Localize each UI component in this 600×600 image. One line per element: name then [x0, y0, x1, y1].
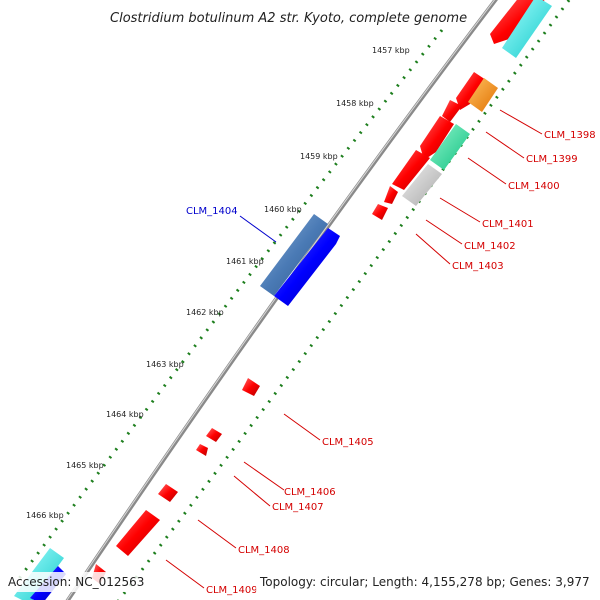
leader-line: [233, 475, 271, 507]
gene-label-leaders: [165, 109, 543, 589]
gene-label[interactable]: CLM_1399: [526, 154, 578, 165]
leader-line: [439, 197, 481, 223]
leader-line: [165, 559, 205, 589]
map-title: Clostridium botulinum A2 str. Kyoto, com…: [110, 11, 467, 26]
gene-feature-red[interactable]: [242, 378, 260, 396]
gene-label[interactable]: CLM_1400: [508, 181, 560, 192]
accession-label: Accession: NC_012563: [8, 575, 144, 589]
gene-feature-red[interactable]: [158, 484, 178, 502]
gene-feature-cyan[interactable]: [502, 0, 552, 58]
outer-tick-track: [16, 29, 444, 581]
footer-summary-bg: [256, 572, 594, 592]
tick-label: 1460 kbp: [264, 205, 302, 214]
leader-line: [197, 519, 237, 549]
leader-line: [467, 157, 507, 185]
tick-label: 1462 kbp: [186, 308, 224, 317]
inner-tick-track: [117, 0, 571, 600]
gene-feature-red[interactable]: [116, 510, 160, 556]
tick-label: 1465 kbp: [66, 461, 104, 470]
leader-line: [499, 109, 543, 135]
gene-feature-steel[interactable]: [260, 214, 328, 296]
tick-label: 1463 kbp: [146, 360, 184, 369]
gene-feature-orange[interactable]: [468, 78, 498, 112]
gene-feature-red[interactable]: [456, 72, 486, 110]
gene-feature-red[interactable]: [196, 444, 208, 456]
tick-labels: 1457 kbp 1458 kbp 1459 kbp 1460 kbp 1461…: [26, 46, 410, 520]
tick-label: 1466 kbp: [26, 511, 64, 520]
gene-label[interactable]: CLM_1404: [186, 206, 238, 217]
footer-accession-bg: [4, 572, 146, 592]
gene-label[interactable]: CLM_1407: [272, 502, 324, 513]
tick-label: 1464 kbp: [106, 410, 144, 419]
leader-line: [243, 461, 285, 491]
tick-label: 1459 kbp: [300, 152, 338, 161]
gene-label[interactable]: CLM_1405: [322, 437, 374, 448]
gene-feature-red[interactable]: [420, 116, 454, 160]
gene-feature-red[interactable]: [392, 150, 430, 190]
gene-labels: CLM_1398 CLM_1399 CLM_1400 CLM_1401 CLM_…: [186, 130, 596, 596]
tick-label: 1458 kbp: [336, 99, 374, 108]
gene-label[interactable]: CLM_1408: [238, 545, 290, 556]
gene-feature-red[interactable]: [206, 428, 222, 442]
gene-feature-red[interactable]: [442, 100, 462, 122]
gene-label[interactable]: CLM_1398: [544, 130, 596, 141]
tick-label: 1461 kbp: [226, 257, 264, 266]
gene-label[interactable]: CLM_1406: [284, 487, 336, 498]
leader-line: [239, 215, 277, 243]
gene-label[interactable]: CLM_1403: [452, 261, 504, 272]
gene-label[interactable]: CLM_1409: [206, 585, 258, 596]
leader-line: [415, 233, 451, 265]
gene-label[interactable]: CLM_1401: [482, 219, 534, 230]
gene-feature-grey[interactable]: [402, 164, 442, 206]
leader-line: [485, 131, 525, 159]
leader-line: [283, 413, 321, 441]
gene-label[interactable]: CLM_1402: [464, 241, 516, 252]
gene-feature-red[interactable]: [372, 204, 388, 220]
gene-feature-blue[interactable]: [274, 228, 340, 306]
leader-line: [425, 219, 463, 245]
tick-label: 1457 kbp: [372, 46, 410, 55]
genome-summary: Topology: circular; Length: 4,155,278 bp…: [259, 575, 590, 589]
gene-feature-red[interactable]: [384, 186, 398, 204]
gene-feature-green[interactable]: [430, 124, 470, 170]
